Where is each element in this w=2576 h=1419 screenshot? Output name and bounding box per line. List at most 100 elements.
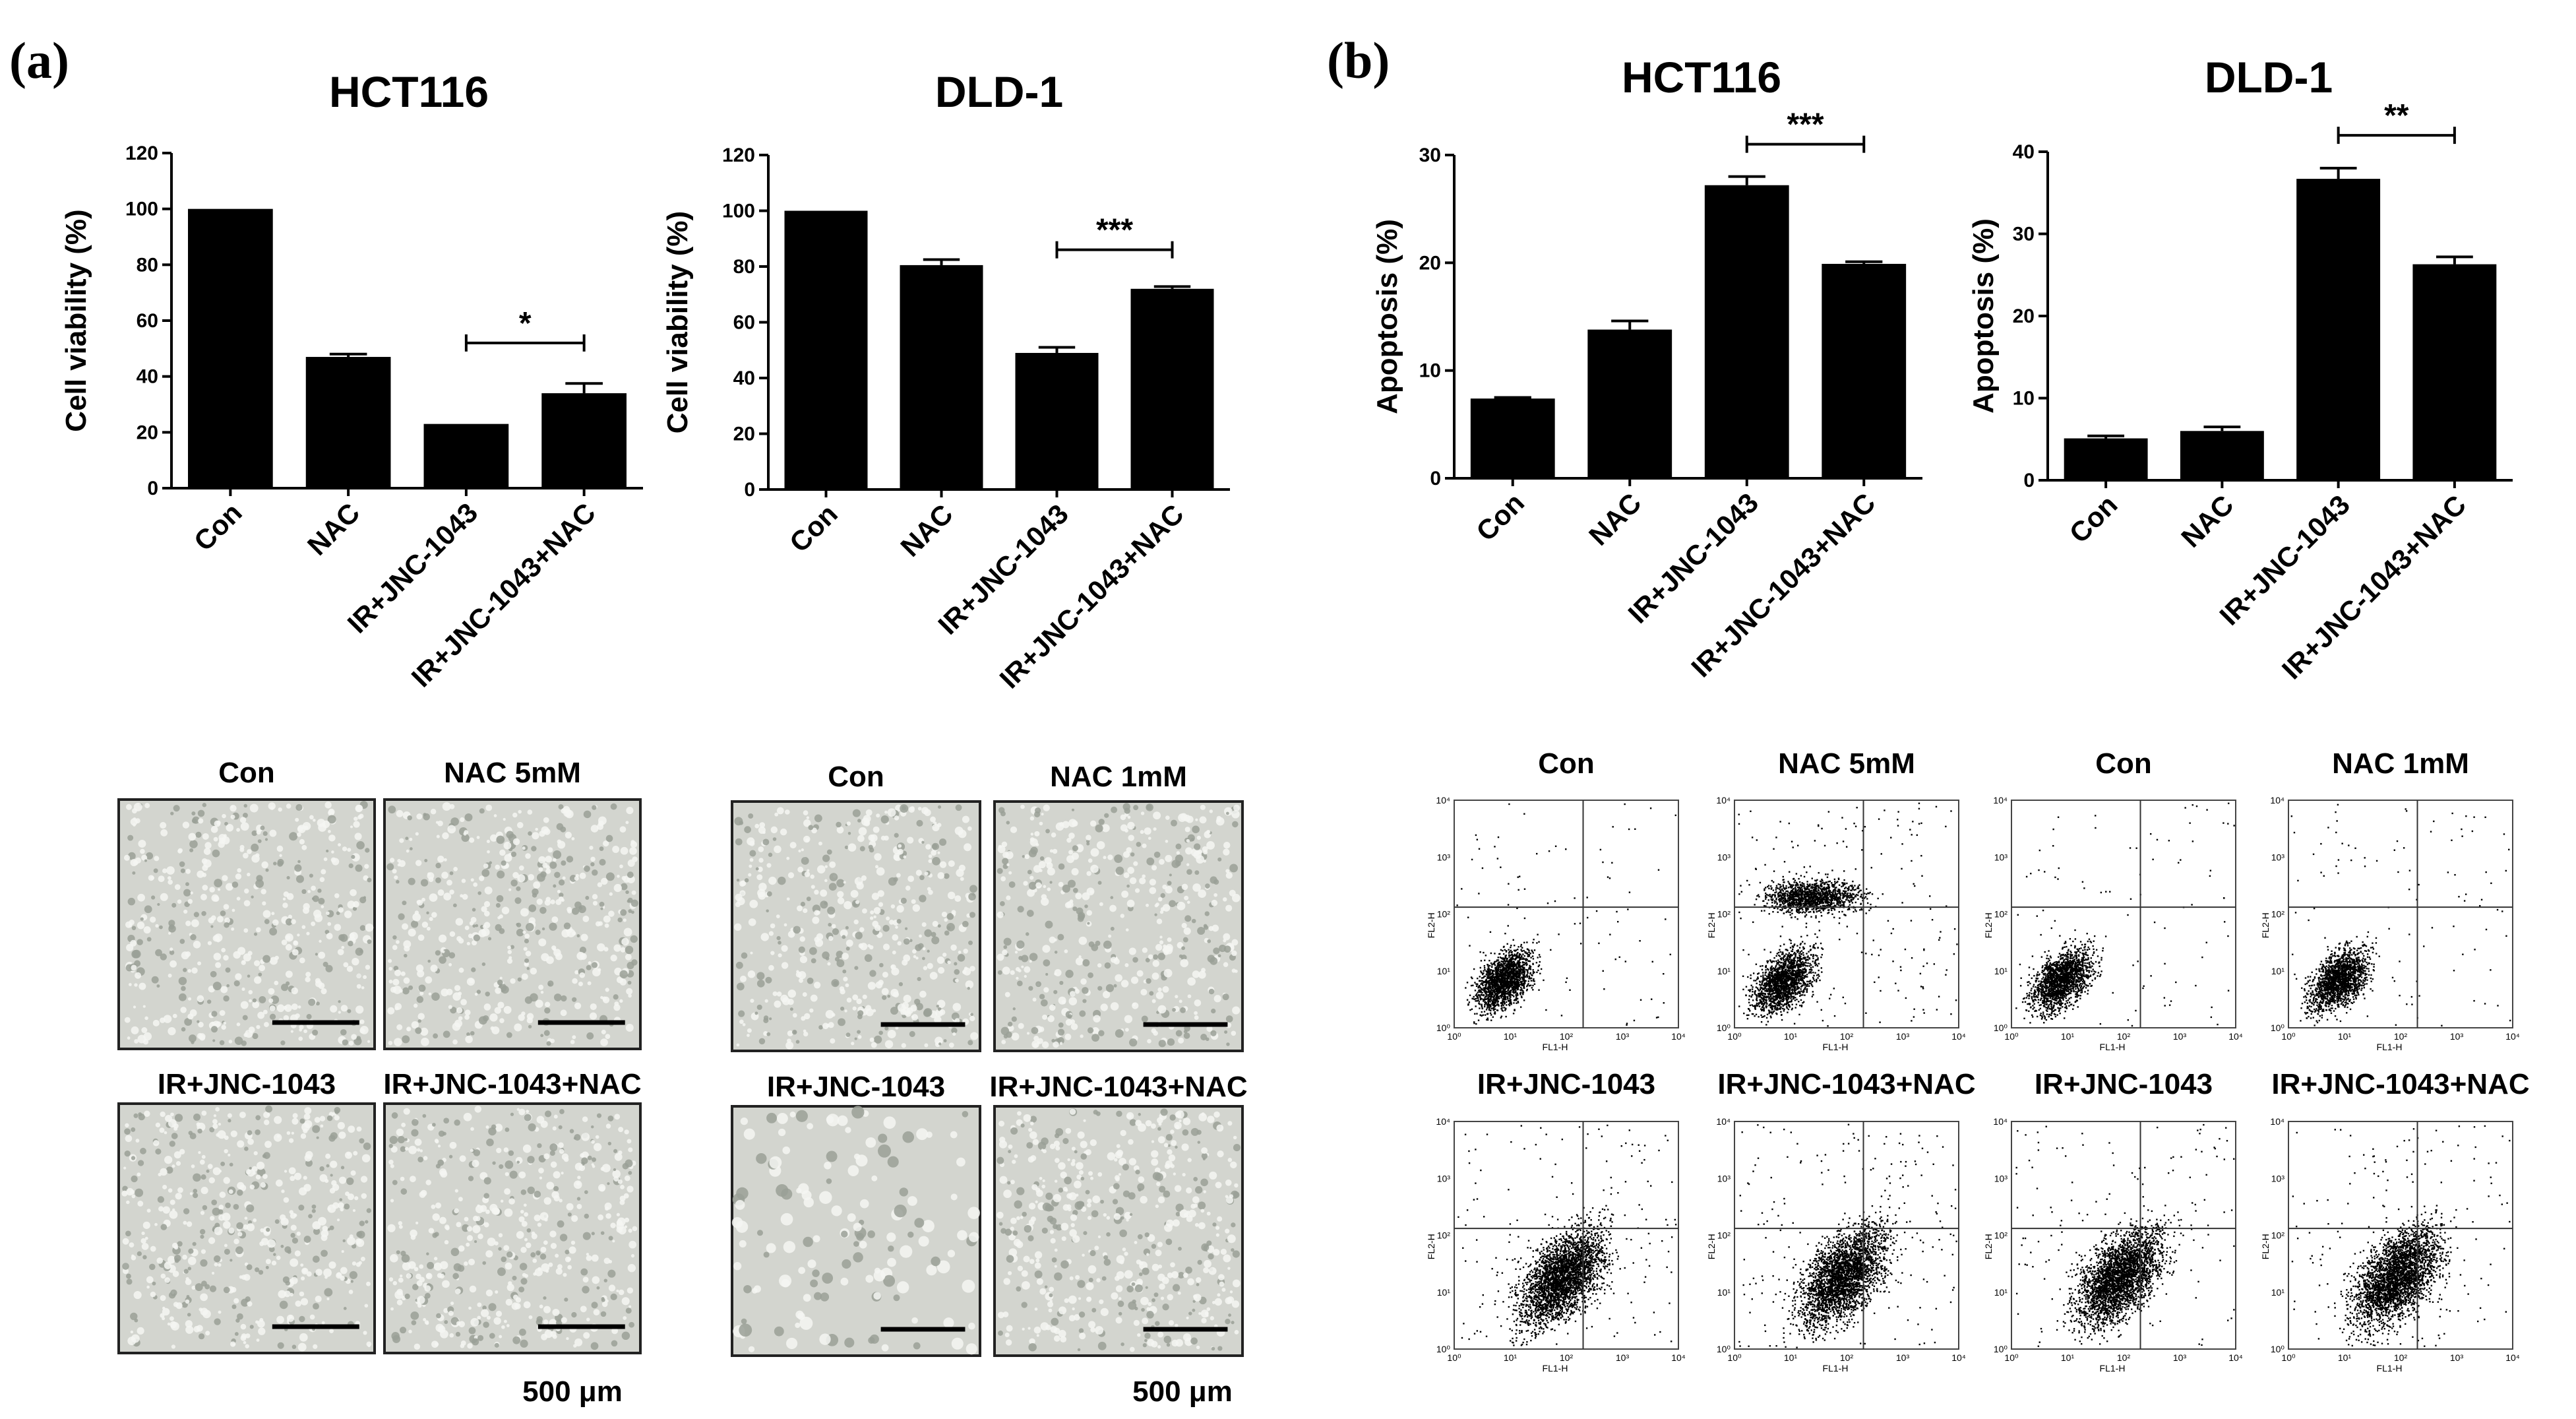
cell-speck [523,947,528,951]
cell-speck [928,889,933,895]
cell-speck [303,902,310,910]
cell-speck [224,917,230,924]
cell-speck [1170,1262,1175,1268]
cell-speck [414,1138,422,1146]
cell-speck [1088,1171,1093,1176]
cell-speck [1135,1169,1140,1175]
cell-speck [547,983,551,986]
cell-speck [1003,1189,1012,1199]
cell-speck [537,1143,542,1149]
cell-speck [1036,1334,1039,1337]
cell-speck [169,1199,175,1205]
cell-speck [552,1334,557,1339]
cell-speck [342,846,348,852]
cell-speck [419,1264,424,1269]
cell-speck [851,1042,855,1046]
cell-speck [1043,987,1049,993]
cell-speck [1233,804,1241,811]
cell-speck [1215,1226,1220,1230]
cell-speck [218,834,226,842]
cell-speck [1028,986,1033,991]
cell-speck [512,838,520,846]
cell-speck [338,843,342,847]
cell-speck [838,1018,845,1026]
cell-speck [417,899,423,906]
cell-speck [559,1234,568,1242]
cell-speck [1164,1223,1173,1232]
cell-speck [219,1191,226,1198]
cell-speck [1151,1263,1159,1271]
cell-speck [1070,1214,1078,1221]
cell-speck [169,1210,178,1219]
cell-speck [1181,922,1187,929]
cell-speck [600,907,603,910]
cell-speck [476,836,480,839]
cell-speck [812,1269,820,1277]
cell-speck [276,1315,284,1324]
cell-speck [1045,972,1049,976]
y-tick-label: 20 [733,424,755,445]
cell-speck [553,850,562,860]
cell-speck [435,950,441,956]
cell-speck [1111,806,1118,813]
flow-event [1474,990,1477,992]
bar [900,265,983,489]
cell-speck [1157,1196,1165,1204]
cell-speck [897,848,904,855]
cell-speck [243,1032,248,1038]
cell-speck [388,805,396,814]
cell-speck [196,1122,200,1127]
cell-speck [256,1339,260,1342]
cell-speck [520,1189,527,1195]
cell-speck [1062,1186,1068,1192]
cell-speck [740,1118,749,1125]
cell-speck [1122,851,1130,858]
flow-event [1523,999,1525,1001]
cell-speck [574,901,582,909]
cell-speck [869,847,874,853]
cell-speck [567,1212,572,1217]
cell-speck [1097,881,1102,885]
cell-speck [1029,953,1038,961]
cell-speck [1165,1238,1173,1246]
cell-speck [351,1034,357,1040]
cell-speck [781,945,788,952]
y-tick-label: 120 [722,144,755,166]
cell-speck [1021,955,1029,962]
cell-speck [188,833,197,841]
flow-event [1517,876,1519,878]
cell-speck [853,1153,861,1160]
cell-speck [1121,891,1129,898]
cell-speck [337,949,344,956]
scale-label: 500 μm [1132,1375,1233,1408]
cell-speck [155,949,162,957]
cell-speck [1087,1198,1092,1204]
y-axis-label: Cell viability (%) [661,211,694,433]
cell-speck [477,891,481,895]
cell-speck [468,1176,474,1182]
cell-speck [1031,1183,1038,1191]
cell-speck [747,1028,752,1033]
flow-event [1512,939,1514,941]
cell-speck [809,1008,814,1013]
cell-speck [410,920,419,928]
cell-speck [890,1007,898,1015]
cell-speck [181,1027,186,1032]
cell-speck [342,1239,346,1243]
cell-speck [485,992,490,997]
cell-speck [202,872,207,877]
cell-speck [505,1298,513,1306]
cell-speck [1157,1136,1165,1144]
cell-speck [1075,957,1084,966]
cell-speck [280,1040,286,1046]
cell-speck [354,833,362,840]
cell-speck [960,877,964,881]
cell-speck [540,1246,547,1253]
cell-speck [425,1180,431,1185]
cell-speck [583,1332,590,1339]
cell-speck [1028,1342,1037,1352]
flow-plot-title: Con [1538,747,1595,780]
cell-speck [340,1267,348,1275]
cell-speck [200,893,207,900]
cell-speck [801,856,809,865]
